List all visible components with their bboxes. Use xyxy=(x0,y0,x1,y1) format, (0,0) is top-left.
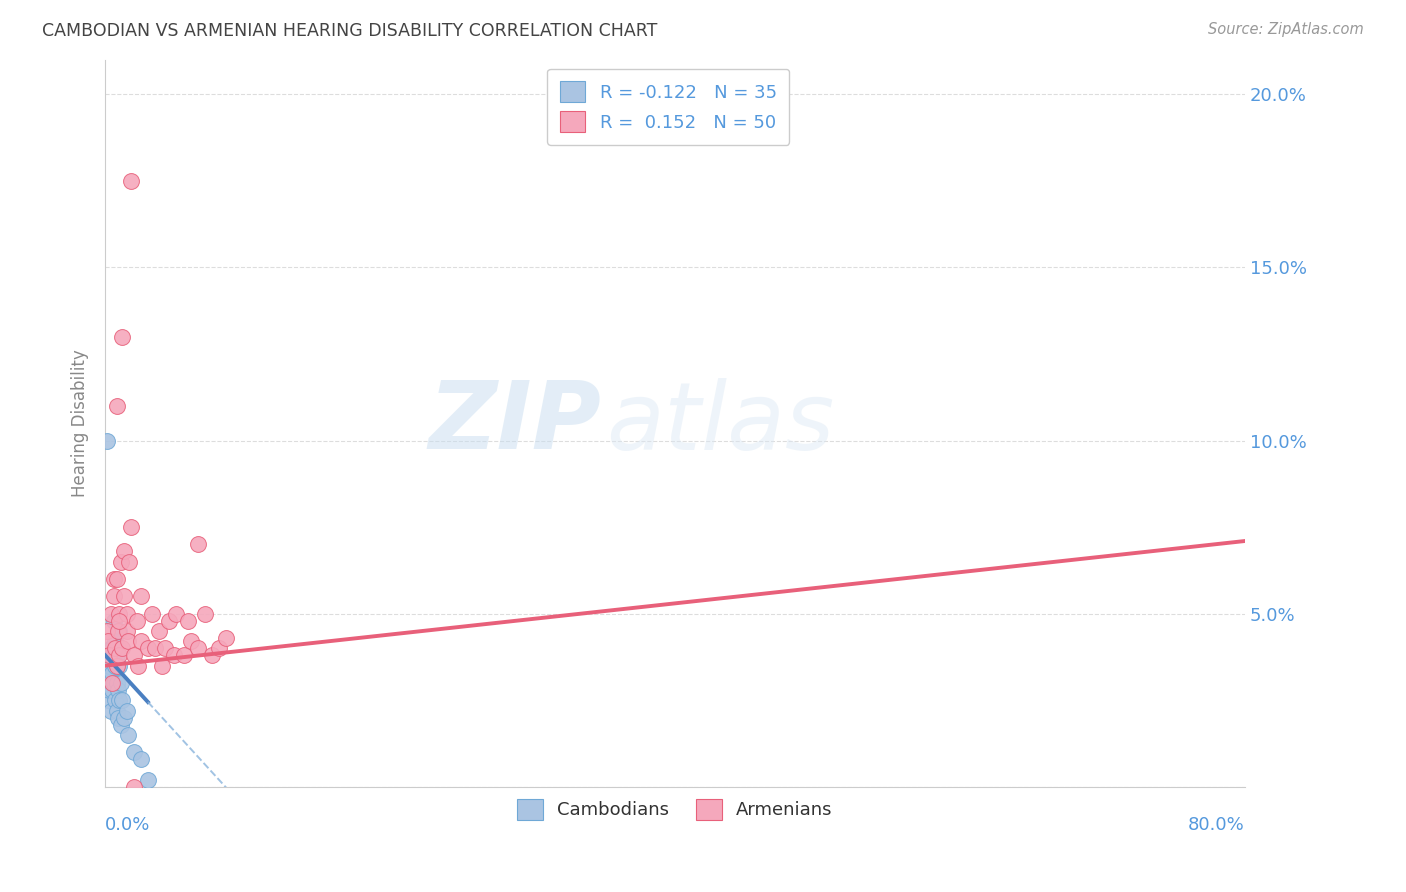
Point xyxy=(98,658,121,673)
Point xyxy=(100,641,122,656)
Point xyxy=(122,745,145,759)
Point xyxy=(120,520,142,534)
Point xyxy=(107,682,129,697)
Point xyxy=(153,641,176,656)
Point xyxy=(105,658,128,673)
Point xyxy=(101,682,124,697)
Point xyxy=(108,607,131,621)
Point xyxy=(101,665,124,680)
Point xyxy=(104,693,127,707)
Point xyxy=(136,641,159,656)
Point xyxy=(100,704,122,718)
Point xyxy=(112,544,135,558)
Text: 80.0%: 80.0% xyxy=(1188,816,1244,834)
Point xyxy=(117,634,139,648)
Legend: Cambodians, Armenians: Cambodians, Armenians xyxy=(509,790,842,829)
Point xyxy=(162,648,184,663)
Point xyxy=(180,634,202,648)
Point xyxy=(112,711,135,725)
Point xyxy=(115,607,138,621)
Point xyxy=(111,641,134,656)
Point xyxy=(108,624,131,638)
Point xyxy=(148,624,170,638)
Text: ZIP: ZIP xyxy=(427,377,600,469)
Point xyxy=(129,752,152,766)
Point xyxy=(108,658,131,673)
Point xyxy=(97,634,120,648)
Point xyxy=(105,676,128,690)
Point xyxy=(129,634,152,648)
Point xyxy=(105,648,128,663)
Point xyxy=(101,676,124,690)
Point xyxy=(103,590,125,604)
Point xyxy=(125,614,148,628)
Point xyxy=(98,669,121,683)
Point xyxy=(157,614,180,628)
Point xyxy=(127,658,149,673)
Point xyxy=(141,607,163,621)
Y-axis label: Hearing Disability: Hearing Disability xyxy=(72,350,89,497)
Point xyxy=(98,648,121,663)
Point xyxy=(103,572,125,586)
Point xyxy=(103,648,125,663)
Point xyxy=(118,555,141,569)
Point xyxy=(96,676,118,690)
Point xyxy=(104,634,127,648)
Point xyxy=(100,607,122,621)
Point xyxy=(129,590,152,604)
Point xyxy=(201,648,224,663)
Point xyxy=(115,704,138,718)
Point xyxy=(112,590,135,604)
Point xyxy=(187,537,209,551)
Point xyxy=(136,772,159,787)
Point xyxy=(104,641,127,656)
Point xyxy=(173,648,195,663)
Point xyxy=(215,631,238,645)
Text: Source: ZipAtlas.com: Source: ZipAtlas.com xyxy=(1208,22,1364,37)
Point xyxy=(107,624,129,638)
Point xyxy=(208,641,231,656)
Point xyxy=(108,614,131,628)
Point xyxy=(107,711,129,725)
Point xyxy=(111,329,134,343)
Point xyxy=(101,641,124,656)
Point xyxy=(97,693,120,707)
Text: 0.0%: 0.0% xyxy=(105,816,150,834)
Point xyxy=(105,572,128,586)
Point xyxy=(105,399,128,413)
Point xyxy=(96,434,118,448)
Text: atlas: atlas xyxy=(606,378,835,469)
Point xyxy=(104,658,127,673)
Point xyxy=(122,780,145,794)
Point xyxy=(108,648,131,663)
Point xyxy=(97,648,120,663)
Point xyxy=(98,682,121,697)
Point xyxy=(110,555,132,569)
Point xyxy=(110,676,132,690)
Point xyxy=(96,624,118,638)
Point xyxy=(122,648,145,663)
Point xyxy=(105,704,128,718)
Point xyxy=(143,641,166,656)
Point xyxy=(108,693,131,707)
Point xyxy=(111,693,134,707)
Point xyxy=(110,717,132,731)
Point xyxy=(177,614,200,628)
Point xyxy=(150,658,173,673)
Point xyxy=(103,614,125,628)
Point xyxy=(115,624,138,638)
Point xyxy=(187,641,209,656)
Point xyxy=(120,174,142,188)
Point xyxy=(165,607,187,621)
Point xyxy=(103,676,125,690)
Point xyxy=(194,607,217,621)
Text: CAMBODIAN VS ARMENIAN HEARING DISABILITY CORRELATION CHART: CAMBODIAN VS ARMENIAN HEARING DISABILITY… xyxy=(42,22,658,40)
Point xyxy=(117,728,139,742)
